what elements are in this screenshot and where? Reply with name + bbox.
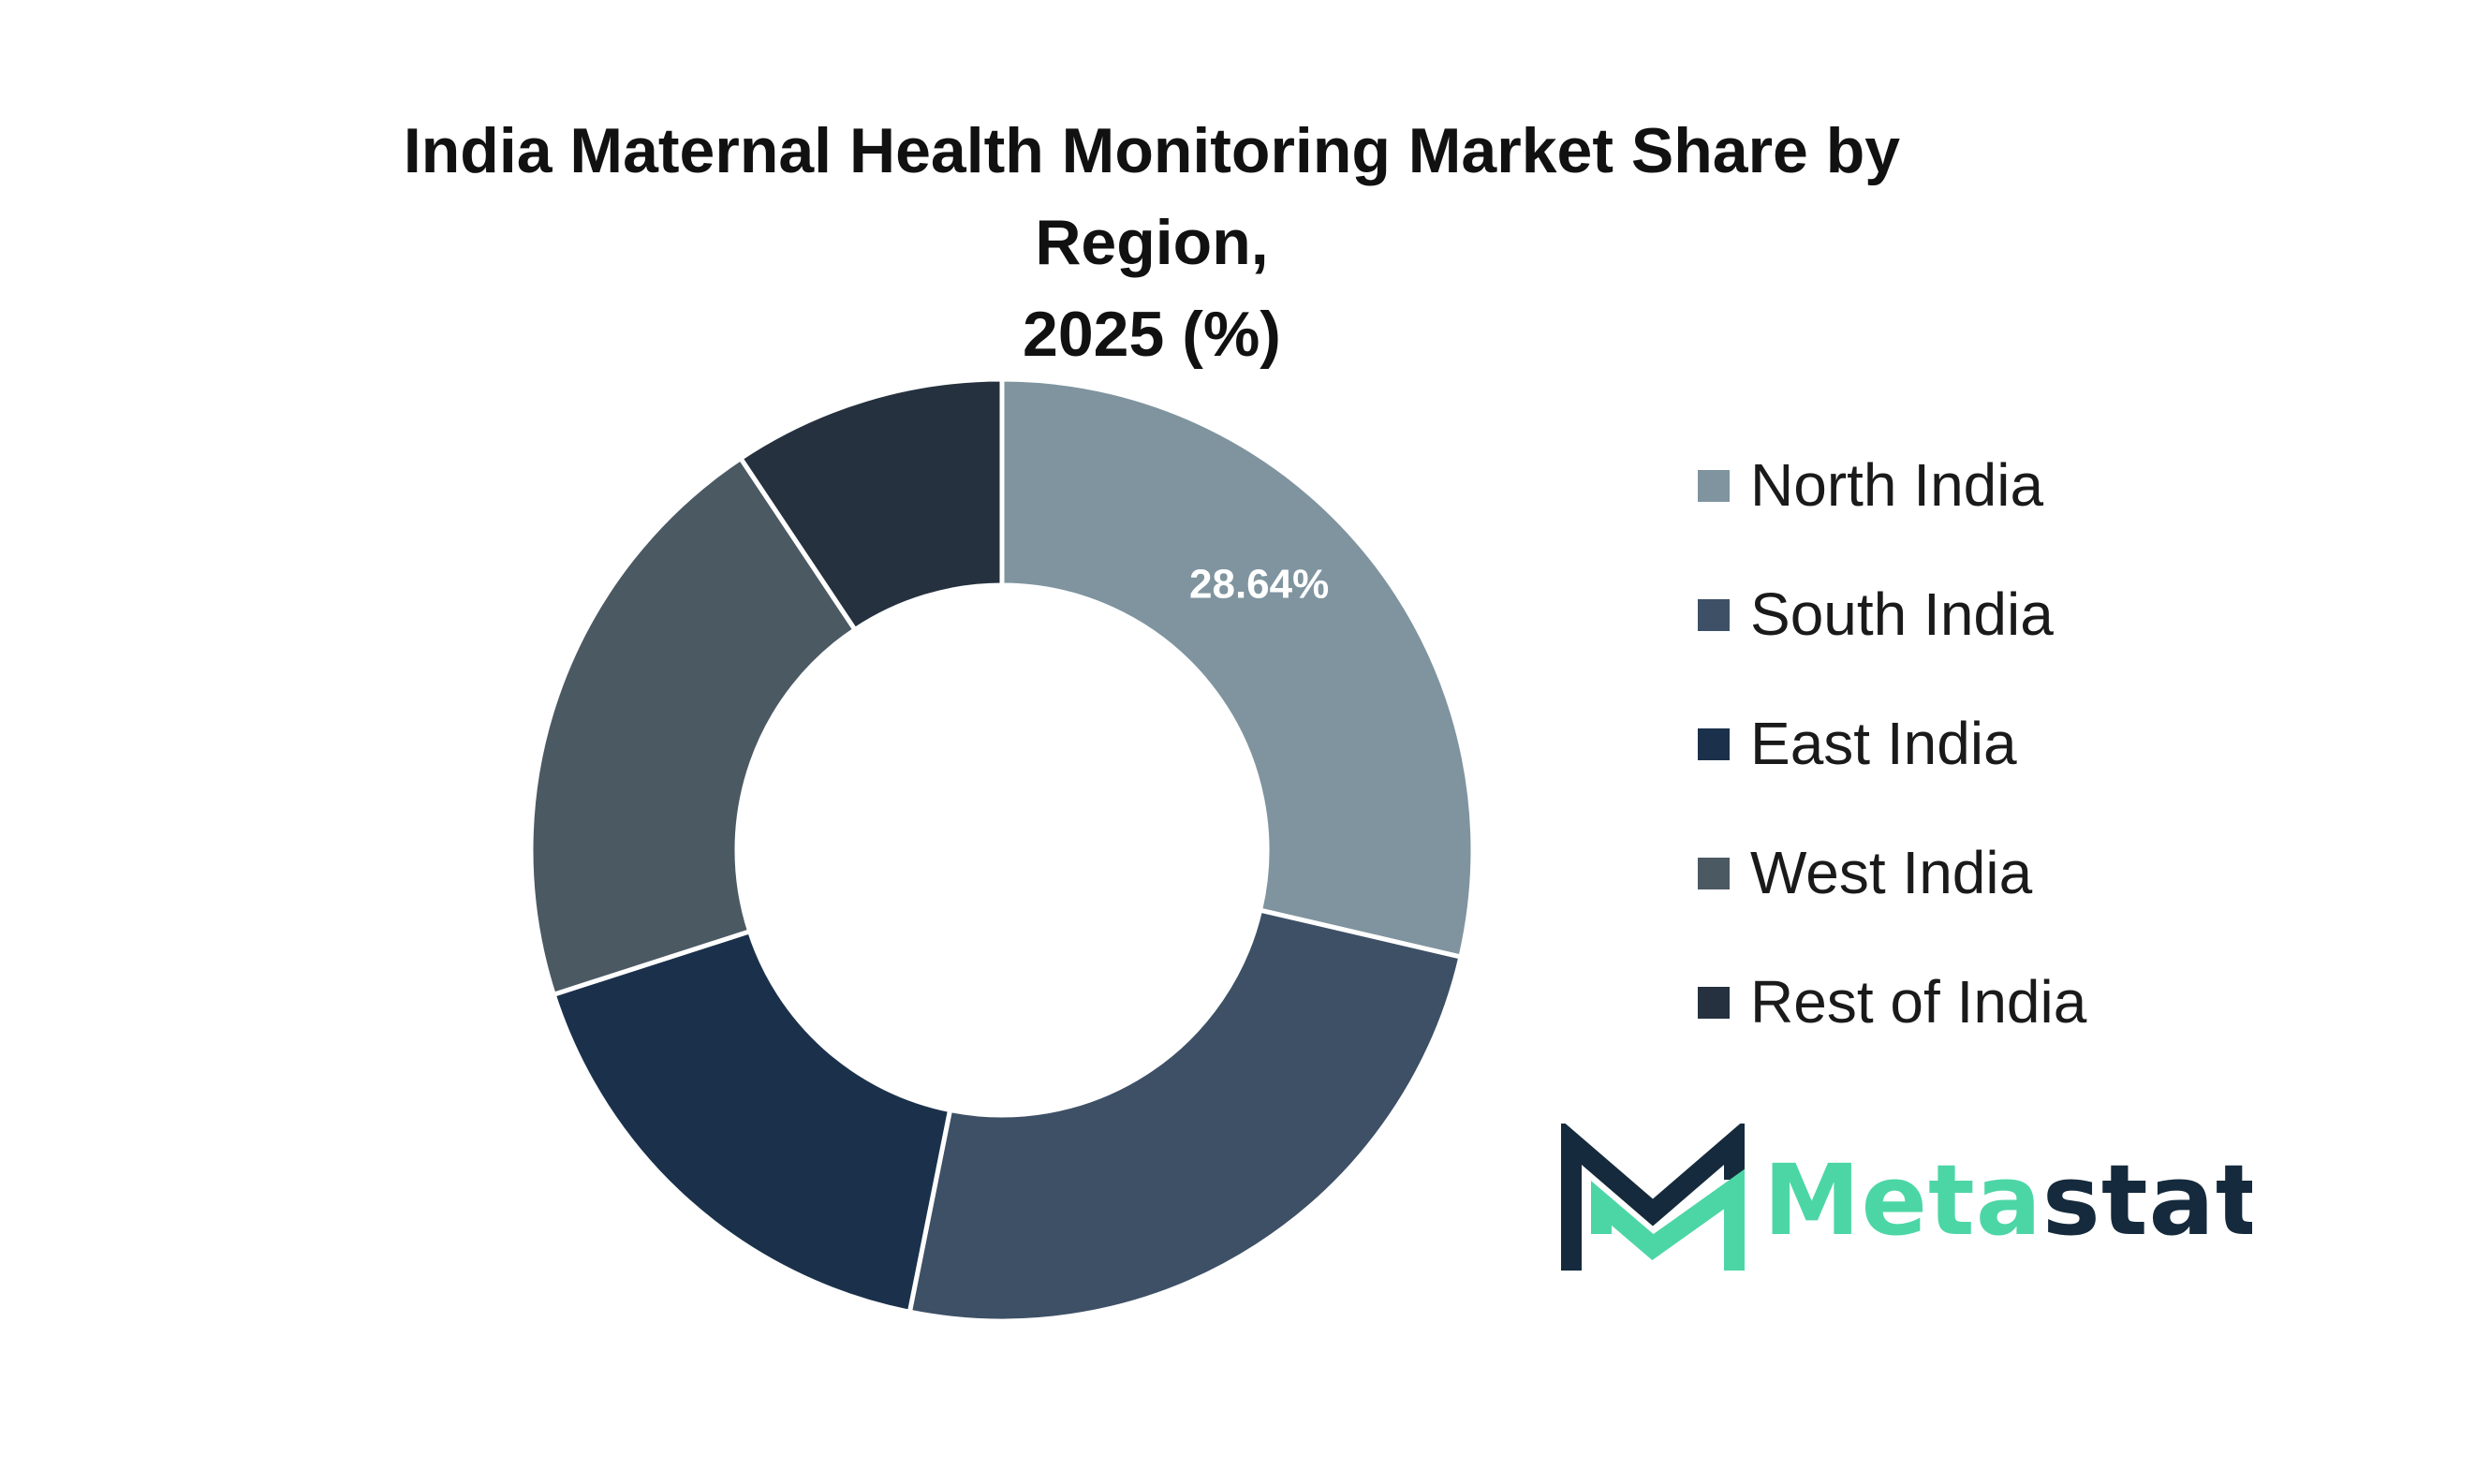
- logo-mark-navy: [1561, 1119, 1745, 1271]
- slice-east-india[interactable]: [551, 928, 953, 1315]
- logo-mark-mint: [1591, 1168, 1745, 1271]
- legend-label: Rest of India: [1750, 968, 2087, 1036]
- legend-swatch: [1698, 470, 1730, 502]
- chart-title-line-1: India Maternal Health Monitoring Market …: [403, 115, 1901, 278]
- chart-title-line-2: 2025 (%): [1023, 299, 1281, 370]
- legend-swatch: [1698, 728, 1730, 760]
- slice-west-india[interactable]: [528, 455, 859, 998]
- metastat-logo: Metastat: [1559, 1119, 2262, 1283]
- logo-text-stat: stat: [2042, 1143, 2252, 1257]
- data-label-north-india: 28.64%: [1189, 562, 1329, 608]
- legend-label: North India: [1750, 451, 2044, 519]
- svg-text:Metastat: Metastat: [1763, 1143, 2252, 1257]
- slice-north-india[interactable]: [999, 376, 1476, 961]
- legend-swatch: [1698, 858, 1730, 889]
- legend-label: East India: [1750, 710, 2017, 777]
- legend-swatch: [1698, 987, 1730, 1019]
- legend-label: West India: [1750, 839, 2033, 906]
- logo-text-meta: Meta: [1763, 1143, 2042, 1257]
- legend-label: South India: [1750, 580, 2054, 648]
- chart-title: India Maternal Health Monitoring Market …: [375, 105, 1929, 380]
- slice-rest-of-india[interactable]: [737, 376, 1005, 634]
- slice-south-india[interactable]: [906, 907, 1464, 1324]
- legend-swatch: [1698, 599, 1730, 631]
